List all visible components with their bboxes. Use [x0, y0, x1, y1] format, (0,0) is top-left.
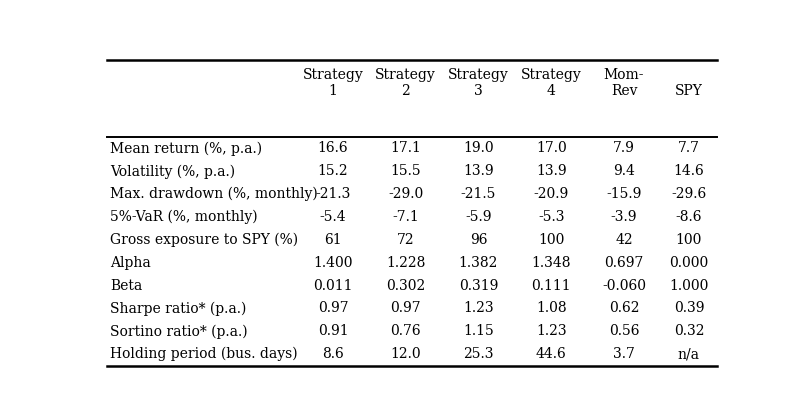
Text: 0.91: 0.91 — [317, 324, 348, 338]
Text: 100: 100 — [537, 233, 564, 247]
Text: Strategy: Strategy — [302, 68, 363, 82]
Text: 17.1: 17.1 — [389, 141, 421, 155]
Text: -5.3: -5.3 — [537, 210, 564, 224]
Text: 14.6: 14.6 — [673, 164, 703, 178]
Text: 0.97: 0.97 — [390, 301, 421, 316]
Text: 0.011: 0.011 — [313, 279, 353, 293]
Text: 16.6: 16.6 — [317, 141, 348, 155]
Text: 3: 3 — [474, 84, 483, 98]
Text: 13.9: 13.9 — [463, 164, 493, 178]
Text: 96: 96 — [469, 233, 487, 247]
Text: 1.15: 1.15 — [463, 324, 493, 338]
Text: SPY: SPY — [674, 84, 702, 98]
Text: 0.76: 0.76 — [390, 324, 421, 338]
Text: 61: 61 — [324, 233, 341, 247]
Text: -0.060: -0.060 — [601, 279, 646, 293]
Text: Volatility (%, p.a.): Volatility (%, p.a.) — [110, 164, 234, 178]
Text: 72: 72 — [397, 233, 414, 247]
Text: -21.5: -21.5 — [460, 187, 495, 201]
Text: 7.7: 7.7 — [677, 141, 699, 155]
Text: 15.2: 15.2 — [317, 164, 348, 178]
Text: 8.6: 8.6 — [322, 347, 344, 361]
Text: -8.6: -8.6 — [675, 210, 701, 224]
Text: 0.97: 0.97 — [317, 301, 348, 316]
Text: -5.4: -5.4 — [320, 210, 346, 224]
Text: -21.3: -21.3 — [315, 187, 350, 201]
Text: 0.319: 0.319 — [459, 279, 498, 293]
Text: 12.0: 12.0 — [390, 347, 421, 361]
Text: Holding period (bus. days): Holding period (bus. days) — [110, 347, 297, 361]
Text: Beta: Beta — [110, 279, 142, 293]
Text: 1.348: 1.348 — [531, 256, 570, 270]
Text: 9.4: 9.4 — [613, 164, 634, 178]
Text: Mom-: Mom- — [603, 68, 643, 82]
Text: 25.3: 25.3 — [463, 347, 493, 361]
Text: 17.0: 17.0 — [536, 141, 566, 155]
Text: 4: 4 — [546, 84, 555, 98]
Text: Alpha: Alpha — [110, 256, 150, 270]
Text: 1.23: 1.23 — [536, 324, 566, 338]
Text: 0.62: 0.62 — [608, 301, 638, 316]
Text: -29.6: -29.6 — [671, 187, 706, 201]
Text: 13.9: 13.9 — [536, 164, 566, 178]
Text: 0.000: 0.000 — [668, 256, 707, 270]
Text: -7.1: -7.1 — [392, 210, 418, 224]
Text: 1.400: 1.400 — [313, 256, 353, 270]
Text: 0.111: 0.111 — [531, 279, 570, 293]
Text: 0.302: 0.302 — [385, 279, 425, 293]
Text: Sortino ratio* (p.a.): Sortino ratio* (p.a.) — [110, 324, 247, 339]
Text: 1.228: 1.228 — [385, 256, 425, 270]
Text: 0.32: 0.32 — [673, 324, 703, 338]
Text: Mean return (%, p.a.): Mean return (%, p.a.) — [110, 141, 262, 155]
Text: 0.56: 0.56 — [608, 324, 638, 338]
Text: 1.382: 1.382 — [459, 256, 498, 270]
Text: 0.39: 0.39 — [673, 301, 703, 316]
Text: 19.0: 19.0 — [463, 141, 493, 155]
Text: 3.7: 3.7 — [613, 347, 634, 361]
Text: 2: 2 — [401, 84, 410, 98]
Text: 5%-VaR (%, monthly): 5%-VaR (%, monthly) — [110, 210, 257, 224]
Text: -20.9: -20.9 — [533, 187, 569, 201]
Text: 1: 1 — [328, 84, 337, 98]
Text: 1.08: 1.08 — [536, 301, 566, 316]
Text: Gross exposure to SPY (%): Gross exposure to SPY (%) — [110, 233, 298, 247]
Text: 44.6: 44.6 — [536, 347, 566, 361]
Text: 7.9: 7.9 — [613, 141, 634, 155]
Text: 0.697: 0.697 — [604, 256, 643, 270]
Text: -29.0: -29.0 — [388, 187, 423, 201]
Text: -5.9: -5.9 — [465, 210, 491, 224]
Text: Strategy: Strategy — [520, 68, 581, 82]
Text: -15.9: -15.9 — [605, 187, 641, 201]
Text: 100: 100 — [675, 233, 701, 247]
Text: -3.9: -3.9 — [610, 210, 637, 224]
Text: 1.23: 1.23 — [463, 301, 493, 316]
Text: 15.5: 15.5 — [390, 164, 421, 178]
Text: n/a: n/a — [677, 347, 699, 361]
Text: Strategy: Strategy — [375, 68, 435, 82]
Text: 42: 42 — [614, 233, 632, 247]
Text: Sharpe ratio* (p.a.): Sharpe ratio* (p.a.) — [110, 301, 246, 316]
Text: 1.000: 1.000 — [668, 279, 707, 293]
Text: Rev: Rev — [610, 84, 637, 98]
Text: Max. drawdown (%, monthly): Max. drawdown (%, monthly) — [110, 187, 317, 201]
Text: Strategy: Strategy — [447, 68, 508, 82]
